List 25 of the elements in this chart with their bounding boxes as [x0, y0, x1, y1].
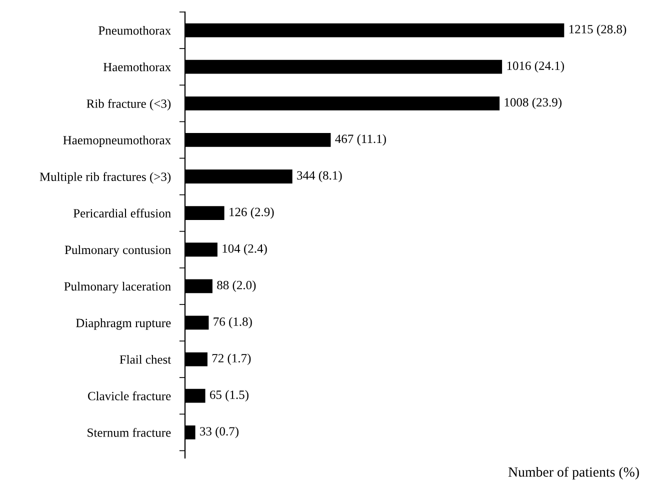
- data-label: 467 (11.1): [335, 134, 386, 146]
- y-tick-label: Pericardial effusion: [73, 208, 171, 218]
- y-tick-label: Haemothorax: [103, 62, 171, 72]
- y-tick-label: Pulmonary contusion: [64, 245, 171, 257]
- data-label: 1016 (24.1): [507, 61, 564, 73]
- y-tick-label: Flail chest: [120, 354, 172, 364]
- y-tick-label: Clavicle fracture: [88, 391, 171, 400]
- y-tick-label: Pneumothorax: [98, 26, 171, 35]
- y-tick-label: Haemopneumothorax: [63, 136, 171, 147]
- data-label: 72 (1.7): [212, 354, 251, 365]
- y-tick-label: Diaphragm rupture: [76, 318, 171, 330]
- data-label: 88 (2.0): [217, 280, 256, 292]
- data-label: 76 (1.8): [214, 317, 252, 328]
- y-tick-label: Rib fracture (<3): [86, 98, 171, 110]
- x-axis-title: Number of patients (%): [508, 466, 639, 480]
- data-label: 344 (8.1): [297, 170, 342, 182]
- data-label: 126 (2.9): [230, 207, 274, 219]
- y-tick-label: Multiple rib fractures (>3): [40, 172, 171, 184]
- data-label: 104 (2.4): [222, 244, 267, 256]
- y-tick-label: Sternum fracture: [88, 428, 171, 437]
- data-label: 65 (1.5): [210, 390, 248, 402]
- data-label: 1215 (28.8): [569, 24, 626, 36]
- data-label: 1008 (23.9): [504, 98, 562, 110]
- data-label: 33 (0.7): [200, 426, 238, 438]
- y-tick-label: Pulmonary laceration: [64, 282, 171, 294]
